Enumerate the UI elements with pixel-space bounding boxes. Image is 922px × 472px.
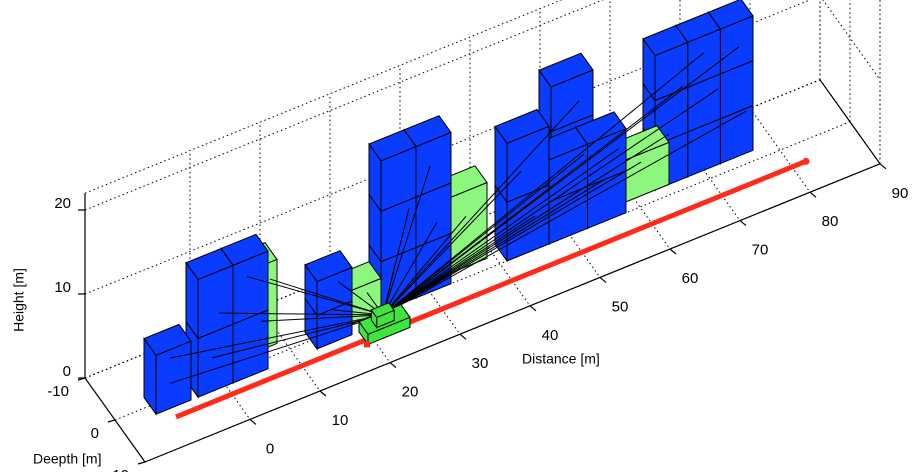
vehicle-marker xyxy=(364,341,370,347)
x-tick-label: 70 xyxy=(752,242,769,259)
x-tick-label: 90 xyxy=(892,185,909,202)
x-tick xyxy=(810,192,816,197)
x-tick xyxy=(600,277,606,282)
z-tick-label: 10 xyxy=(54,279,71,296)
y-tick-label: 0 xyxy=(91,425,99,442)
y-tick-label: 10 xyxy=(112,467,129,472)
y-tick xyxy=(108,420,115,422)
x-tick xyxy=(250,419,256,424)
x-tick-label: 40 xyxy=(542,327,559,344)
x-axis-label: Distance [m] xyxy=(522,351,600,367)
x-tick-label: 50 xyxy=(612,298,629,315)
x-tick-label: 0 xyxy=(266,440,274,457)
x-tick-label: 80 xyxy=(822,213,839,230)
x-tick xyxy=(320,391,326,396)
x-tick xyxy=(530,306,536,311)
x-tick-label: 60 xyxy=(682,270,699,287)
x-tick-label: 10 xyxy=(332,412,349,429)
path-end xyxy=(803,158,810,165)
x-tick-label: 30 xyxy=(472,355,489,372)
x-tick xyxy=(740,221,746,226)
y-axis-label: Deepth [m] xyxy=(33,451,101,467)
z-axis-label: Height [m] xyxy=(11,268,27,332)
x-tick xyxy=(460,334,466,339)
y-tick xyxy=(138,462,145,464)
z-tick-label: 20 xyxy=(54,195,71,212)
chart: 0 10 20 30 40 50 60 70 80 90 -10 0 10 0 10 20 Distance … xyxy=(0,0,922,472)
z-tick-label: 0 xyxy=(63,363,71,380)
x-tick xyxy=(880,164,886,169)
x-tick-label: 20 xyxy=(402,384,419,401)
x-tick xyxy=(670,249,676,254)
y-tick-label: -10 xyxy=(47,383,69,400)
x-tick xyxy=(390,363,396,368)
